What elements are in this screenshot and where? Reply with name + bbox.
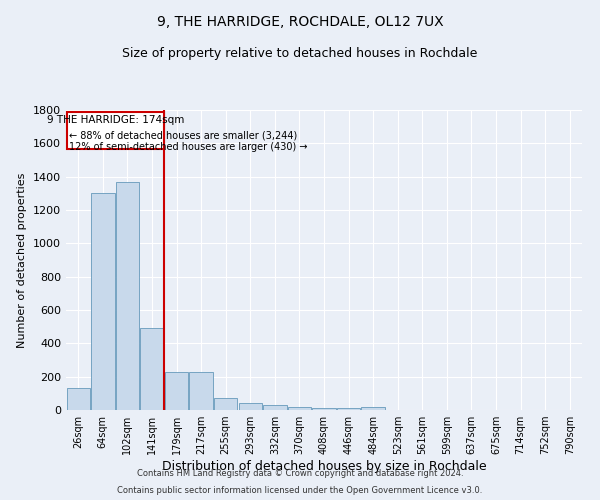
Bar	[263, 405, 287, 410]
Text: Size of property relative to detached houses in Rochdale: Size of property relative to detached ho…	[122, 48, 478, 60]
Y-axis label: Number of detached properties: Number of detached properties	[17, 172, 28, 348]
Bar	[361, 406, 385, 410]
Bar	[288, 406, 311, 410]
Text: 9, THE HARRIDGE, ROCHDALE, OL12 7UX: 9, THE HARRIDGE, ROCHDALE, OL12 7UX	[157, 15, 443, 29]
Text: 12% of semi-detached houses are larger (430) →: 12% of semi-detached houses are larger (…	[69, 142, 308, 152]
Bar	[140, 328, 164, 410]
Bar	[190, 372, 213, 410]
Bar	[337, 408, 360, 410]
Text: ← 88% of detached houses are smaller (3,244): ← 88% of detached houses are smaller (3,…	[69, 130, 298, 140]
Text: 9 THE HARRIDGE: 174sqm: 9 THE HARRIDGE: 174sqm	[47, 114, 184, 124]
Bar	[116, 182, 139, 410]
Bar	[91, 194, 115, 410]
Bar	[67, 112, 164, 149]
Text: Contains HM Land Registry data © Crown copyright and database right 2024.: Contains HM Land Registry data © Crown c…	[137, 468, 463, 477]
Bar	[313, 408, 335, 410]
Bar	[214, 398, 238, 410]
Bar	[67, 388, 90, 410]
Bar	[239, 404, 262, 410]
Text: Contains public sector information licensed under the Open Government Licence v3: Contains public sector information licen…	[118, 486, 482, 495]
Bar	[165, 372, 188, 410]
X-axis label: Distribution of detached houses by size in Rochdale: Distribution of detached houses by size …	[161, 460, 487, 473]
